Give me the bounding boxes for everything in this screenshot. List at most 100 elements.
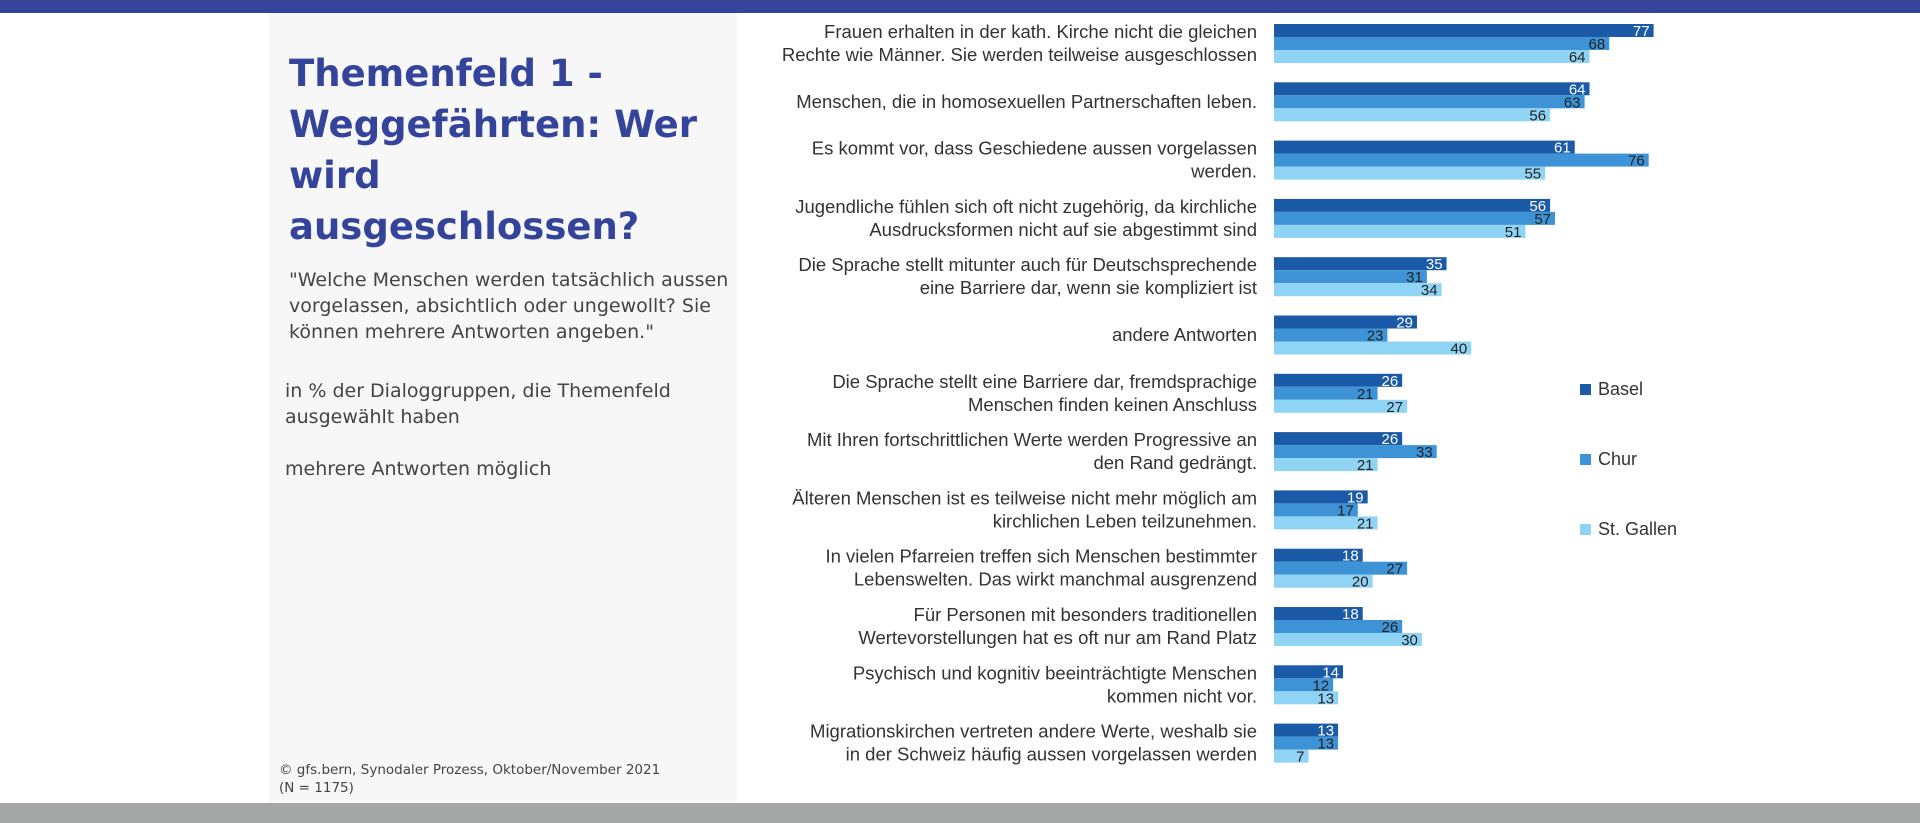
category-label: Jugendliche fühlen sich oft nicht zugehö… [795,196,1257,217]
category-label: Menschen finden keinen Anschluss [968,394,1257,415]
value-label: 77 [1633,23,1650,40]
value-label: 33 [1416,444,1433,461]
category-label: In vielen Pfarreien treffen sich Mensche… [825,546,1257,567]
category-label: Rechte wie Männer. Sie werden teilweise … [782,44,1257,65]
value-label: 40 [1451,341,1468,358]
value-label: 12 [1312,677,1329,694]
value-label: 51 [1505,224,1522,241]
bar-chur [1274,270,1427,284]
bar-basel [1274,432,1403,446]
bar-chur [1274,561,1408,575]
bar-chur [1274,678,1334,692]
category-label: Es kommt vor, dass Geschiedene aussen vo… [812,138,1257,159]
bar-basel [1274,665,1344,679]
category-label: Die Sprache stellt mitunter auch für Deu… [798,254,1257,275]
bar-chur [1274,445,1437,459]
bar-chur [1274,620,1403,633]
bar-st-gallen [1274,283,1442,297]
bar-st-gallen [1274,749,1309,763]
bottom-bar [0,803,1920,823]
bar-basel [1274,315,1417,329]
category-label: Älteren Menschen ist es teilweise nicht … [792,487,1257,508]
value-label: 18 [1342,606,1359,623]
value-label: 26 [1381,373,1398,390]
value-label: 21 [1357,457,1374,474]
value-label: 34 [1421,282,1438,299]
bar-basel [1274,723,1339,737]
base-note: in % der Dialoggruppen, die Themenfeld a… [285,380,671,428]
bar-chur [1274,503,1358,517]
top-bar [0,0,1920,13]
question-text: "Welche Menschen werden tatsächlich auss… [289,269,729,343]
category-label: Mit Ihren fortschrittlichen Werte werden… [807,429,1257,450]
legend-swatch [1580,384,1591,395]
bar-basel [1274,548,1363,562]
value-label: 13 [1317,690,1334,707]
bar-basel [1274,140,1575,154]
category-label: kommen nicht vor. [1107,685,1257,706]
value-label: 61 [1554,140,1571,157]
value-label: 56 [1529,107,1546,124]
value-label: 17 [1337,502,1354,519]
bar-basel [1274,198,1551,212]
bar-basel [1274,373,1403,387]
category-label: kirchlichen Leben teilzunehmen. [993,510,1257,531]
category-label: andere Antworten [1112,324,1257,345]
legend-label: Basel [1598,379,1643,399]
category-label: Ausdrucksformen nicht auf sie abgestimmt… [869,219,1257,240]
legend-swatch [1580,524,1591,535]
value-label: 56 [1529,198,1546,215]
category-label: eine Barriere dar, wenn sie kompliziert … [920,277,1257,298]
value-label: 35 [1426,256,1443,273]
value-label: 14 [1322,664,1339,681]
bar-st-gallen [1274,166,1546,180]
category-label: Frauen erhalten in der kath. Kirche nich… [824,21,1257,42]
category-label: Lebenswelten. Das wirkt manchmal ausgren… [854,569,1257,590]
bar-basel [1274,490,1368,504]
value-label: 13 [1317,723,1334,740]
value-label: 7 [1296,749,1304,766]
bar-chur [1274,37,1610,50]
bar-st-gallen [1274,50,1590,63]
value-label: 68 [1589,36,1606,53]
bar-st-gallen [1274,224,1526,238]
category-label: werden. [1190,161,1257,182]
value-label: 21 [1357,515,1374,532]
value-label: 13 [1317,736,1334,753]
value-label: 55 [1524,166,1541,183]
bar-st-gallen [1274,633,1422,646]
value-label: 30 [1401,632,1418,649]
value-label: 26 [1381,431,1398,448]
value-label: 20 [1352,574,1369,591]
value-label: 64 [1569,49,1586,66]
category-label: Für Personen mit besonders traditionelle… [914,604,1257,625]
bar-basel [1274,257,1447,271]
category-label: den Rand gedrängt. [1093,452,1257,473]
bar-st-gallen [1274,574,1373,588]
category-label: in der Schweiz häufig aussen vorgelassen… [846,744,1257,765]
value-label: 63 [1564,94,1581,111]
bar-st-gallen [1274,458,1378,472]
category-label: Psychisch und kognitiv beeinträchtigte M… [853,662,1257,683]
legend-label: St. Gallen [1598,519,1677,539]
value-label: 27 [1386,399,1403,416]
bar-chur [1274,95,1585,109]
category-label: Wertevorstellungen hat es oft nur am Ran… [858,627,1257,648]
bar-st-gallen [1274,691,1339,705]
page-title: Themenfeld 1 - Weggefährten: Wer wird au… [289,52,697,248]
bar-chur [1274,211,1556,225]
value-label: 29 [1396,315,1413,332]
bar-chur [1274,386,1378,400]
value-label: 76 [1628,153,1645,170]
bar-basel [1274,82,1590,96]
value-label: 27 [1386,561,1403,578]
bar-st-gallen [1274,399,1408,413]
value-label: 21 [1357,386,1374,403]
value-label: 64 [1569,81,1586,98]
category-label: Die Sprache stellt eine Barriere dar, fr… [832,371,1257,392]
value-label: 23 [1367,328,1384,345]
legend-label: Chur [1598,449,1637,469]
value-label: 31 [1406,269,1423,286]
bar-basel [1274,24,1654,37]
